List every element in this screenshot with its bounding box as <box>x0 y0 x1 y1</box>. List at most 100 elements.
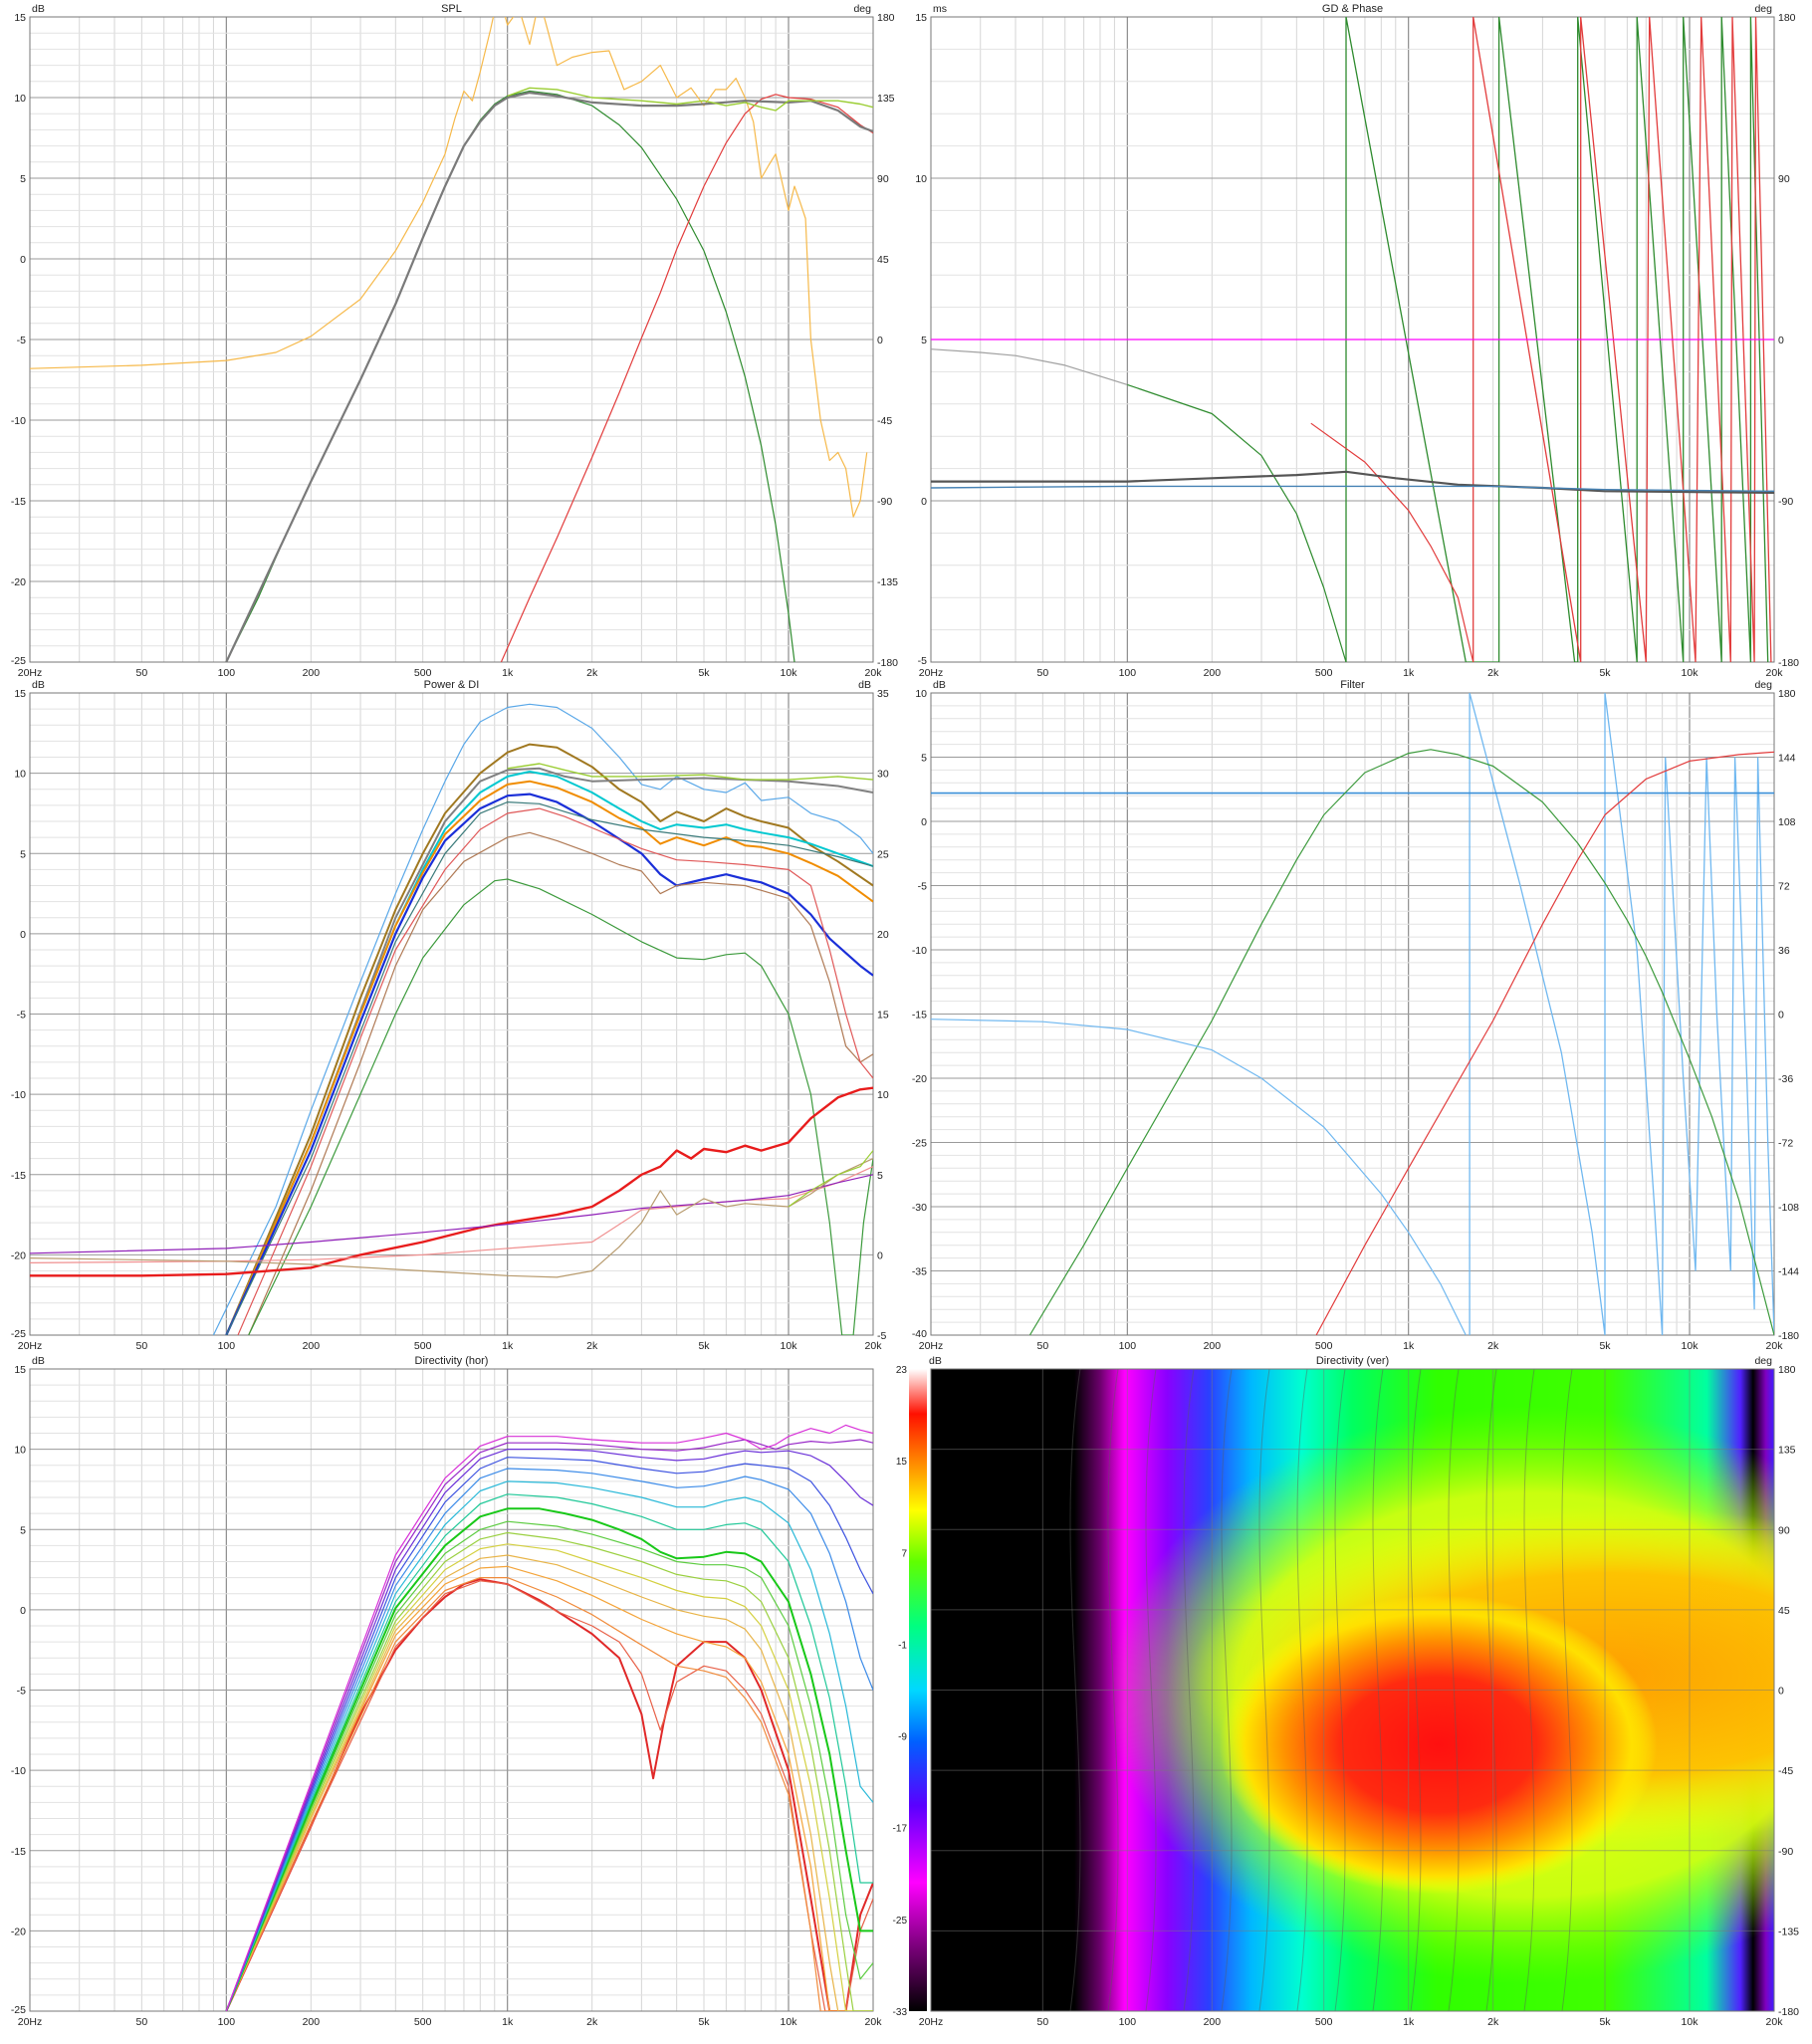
x-tick-label: 2k <box>1487 667 1499 679</box>
y2-tick-label: -180 <box>1778 657 1799 669</box>
y-tick-label: 10 <box>915 688 927 700</box>
x-tick-label: 500 <box>414 1340 432 1352</box>
series-line <box>931 485 1774 492</box>
x-tick-label: 50 <box>1037 2016 1049 2028</box>
series-line <box>225 1439 873 2011</box>
y-tick-label: -25 <box>11 2004 26 2016</box>
chart-title: Directivity (ver) <box>1316 1355 1389 1367</box>
y-tick-label: -15 <box>11 1170 26 1182</box>
y-tick-label: 180 <box>1778 1364 1796 1376</box>
contour-line <box>1485 1369 1497 2011</box>
y2-axis-label: dB <box>858 679 871 691</box>
color-scale-tick: 7 <box>901 1548 907 1559</box>
series-line <box>1310 422 1474 662</box>
series-line <box>225 1580 873 2011</box>
y-tick-label: 5 <box>20 1524 26 1536</box>
y-tick-label: 15 <box>14 1364 26 1376</box>
y-tick-label: 0 <box>921 816 927 828</box>
y-tick-label: -90 <box>1778 1846 1793 1858</box>
contour-line <box>1523 1369 1535 2011</box>
chart-title: SPL <box>441 3 462 15</box>
y2-tick-label: -72 <box>1778 1138 1793 1150</box>
x-tick-label: 1k <box>1403 2016 1415 2028</box>
y-tick-label: -10 <box>912 945 927 957</box>
y-tick-label: -5 <box>17 1686 26 1698</box>
series-line <box>30 1166 873 1263</box>
x-tick-label: 100 <box>1119 667 1137 679</box>
y2-axis-label: deg <box>1754 3 1772 15</box>
plot-frame <box>29 692 874 1336</box>
series-line <box>788 1150 873 1208</box>
y2-tick-label: 30 <box>877 769 889 781</box>
y-tick-label: 0 <box>1778 1686 1784 1698</box>
x-tick-label: 500 <box>414 667 432 679</box>
series-line <box>500 94 873 662</box>
x-tick-label: 5k <box>1599 667 1611 679</box>
y-tick-label: -15 <box>912 1010 927 1022</box>
series-group <box>30 17 873 662</box>
color-scale-tick: -1 <box>898 1640 907 1651</box>
x-tick-label: 2k <box>1487 1340 1499 1352</box>
y-tick-label: 0 <box>921 496 927 508</box>
y2-tick-label: -108 <box>1778 1202 1799 1214</box>
grid <box>29 1368 874 2012</box>
x-tick-label: 100 <box>218 2016 236 2028</box>
series-line <box>225 1424 873 2011</box>
contour-line <box>1410 1369 1422 2011</box>
y2-tick-label: 5 <box>877 1170 883 1182</box>
y-tick-label: -20 <box>11 1249 26 1261</box>
series-line <box>225 1565 873 2011</box>
y2-tick-label: 15 <box>877 1010 889 1022</box>
series-line <box>225 1543 873 2011</box>
x-tick-label: 2k <box>586 2016 598 2028</box>
chart-title: GD & Phase <box>1322 3 1383 15</box>
y-axis-label: deg <box>1754 1355 1772 1367</box>
chart-title: Filter <box>1340 679 1365 691</box>
series-line <box>225 92 873 662</box>
x-tick-label: 5k <box>698 1340 710 1352</box>
y2-tick-label: 36 <box>1778 945 1790 957</box>
x-tick-label: 20Hz <box>18 667 43 679</box>
y-tick-label: -25 <box>11 1328 26 1340</box>
series-group <box>225 1424 873 2011</box>
x-tick-label: 200 <box>303 667 321 679</box>
y-tick-label: -20 <box>11 576 26 588</box>
x-tick-label: 5k <box>698 667 710 679</box>
x-tick-label: 20k <box>1766 2016 1784 2028</box>
x-tick-label: 100 <box>1119 2016 1137 2028</box>
x-tick-label: 200 <box>303 1340 321 1352</box>
axes: Directivity (hor)dB151050-5-10-15-20-252… <box>11 1355 882 2028</box>
axes: Directivity (ver) deg 180 135 90 45 0 -45 -90 -13… <box>919 1355 1799 2028</box>
y2-tick-label: -90 <box>1778 496 1793 508</box>
y-axis-label: ms <box>933 3 947 15</box>
series-line <box>507 763 873 781</box>
y-tick-label: 5 <box>921 753 927 765</box>
y2-tick-label: 45 <box>877 254 889 266</box>
contour-line <box>1561 1369 1573 2011</box>
contour-line <box>1258 1369 1270 2011</box>
series-line <box>30 1174 873 1254</box>
x-tick-label: 2k <box>586 667 598 679</box>
series-line <box>225 793 873 1335</box>
series-line <box>237 807 873 1335</box>
x-tick-label: 100 <box>218 667 236 679</box>
series-line <box>225 1520 873 2011</box>
y-tick-label: 10 <box>14 1445 26 1457</box>
x-tick-label: 50 <box>136 667 148 679</box>
y-tick-label: 10 <box>14 769 26 781</box>
color-scale-bar <box>909 1369 927 2011</box>
x-tick-label: 1k <box>1403 667 1415 679</box>
y2-tick-label: 0 <box>1778 1010 1784 1022</box>
contour-line <box>1296 1369 1308 2011</box>
x-tick-label: 500 <box>414 2016 432 2028</box>
series-line <box>248 831 873 1335</box>
series-line <box>30 17 868 518</box>
y-tick-label: 15 <box>915 12 927 24</box>
y-tick-label: -15 <box>11 1846 26 1858</box>
y-tick-label: -10 <box>11 1765 26 1777</box>
series-line <box>248 878 873 1335</box>
